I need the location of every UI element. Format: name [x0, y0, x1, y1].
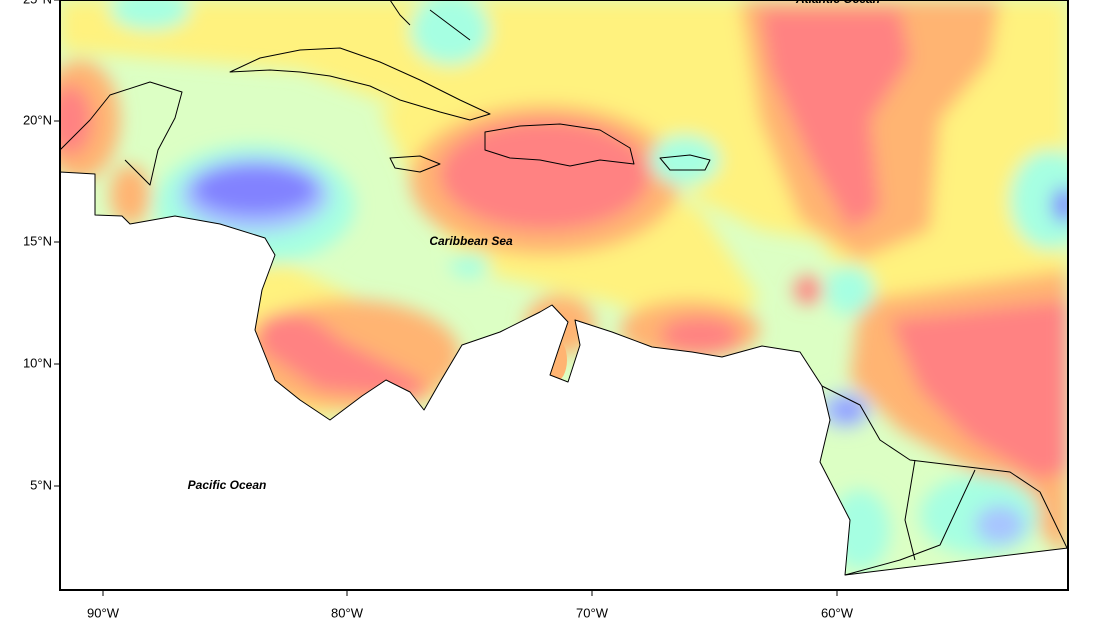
field [60, 0, 1068, 590]
y-tick-label: 25°N [23, 0, 52, 6]
x-tick-label: 60°W [821, 605, 854, 620]
axes: 25°N 20°N 15°N 10°N 5°N 90°W 80°W 70°W 60°W [23, 0, 854, 620]
y-tick-label: 5°N [30, 477, 52, 492]
y-tick-label: 15°N [23, 233, 52, 248]
place-label: Atlantic Ocean [795, 0, 880, 6]
x-tick-label: 70°W [576, 605, 609, 620]
place-label: Pacific Ocean [188, 478, 267, 492]
x-tick-label: 90°W [87, 605, 120, 620]
frame [59, 0, 1069, 591]
place-label: Caribbean Sea [429, 234, 513, 248]
place-labels: Atlantic Ocean Caribbean Sea Pacific Ocean [188, 0, 880, 492]
y-tick-label: 20°N [23, 112, 52, 127]
y-tick-label: 10°N [23, 355, 52, 370]
x-tick-label: 80°W [331, 605, 364, 620]
